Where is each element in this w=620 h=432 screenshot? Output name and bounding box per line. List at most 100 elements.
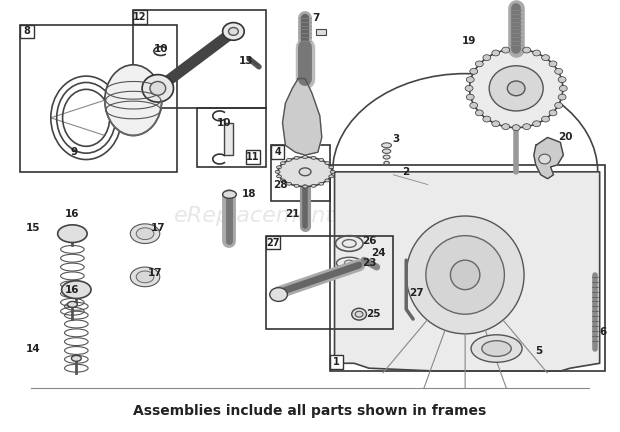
Text: 20: 20 [558,133,572,143]
Ellipse shape [523,124,531,130]
Ellipse shape [142,75,174,102]
Text: 23: 23 [361,258,376,268]
Text: 12: 12 [133,12,147,22]
Ellipse shape [329,175,334,178]
Ellipse shape [489,66,543,111]
Ellipse shape [303,185,308,188]
Ellipse shape [406,216,524,334]
Ellipse shape [502,47,510,53]
Ellipse shape [483,55,490,60]
Bar [266,235,394,329]
Ellipse shape [355,311,363,317]
Ellipse shape [383,155,390,159]
Ellipse shape [229,28,238,35]
Ellipse shape [549,110,557,116]
Bar [133,10,266,108]
Ellipse shape [523,47,531,53]
Ellipse shape [136,228,154,240]
Text: 26: 26 [361,235,376,245]
Ellipse shape [483,116,490,122]
Ellipse shape [71,356,81,361]
Text: 27: 27 [409,288,423,298]
Ellipse shape [502,124,510,130]
Ellipse shape [61,281,91,299]
Ellipse shape [299,168,311,176]
Ellipse shape [294,156,299,159]
Ellipse shape [549,61,557,67]
Ellipse shape [450,260,480,289]
Ellipse shape [136,271,154,283]
Ellipse shape [223,22,244,40]
Ellipse shape [319,159,324,162]
Ellipse shape [542,55,549,60]
Ellipse shape [286,159,291,162]
Polygon shape [283,79,322,155]
Text: 7: 7 [312,13,319,22]
Ellipse shape [303,156,308,159]
Ellipse shape [492,121,500,127]
Ellipse shape [476,61,483,67]
Ellipse shape [223,191,236,198]
Bar [266,235,280,249]
Ellipse shape [311,156,316,159]
Text: 27: 27 [266,238,280,248]
Ellipse shape [382,143,391,148]
Ellipse shape [277,175,281,178]
Ellipse shape [533,50,541,56]
Ellipse shape [426,235,505,314]
Ellipse shape [558,76,566,83]
Text: 9: 9 [71,147,78,157]
Ellipse shape [466,76,474,83]
Text: 13: 13 [239,56,254,66]
Ellipse shape [319,182,324,185]
Bar [133,10,147,24]
Bar [316,29,326,35]
Ellipse shape [130,224,160,244]
Text: 24: 24 [371,248,386,258]
Text: 16: 16 [65,285,79,295]
Ellipse shape [275,170,280,173]
Text: 15: 15 [26,223,40,233]
Ellipse shape [471,335,522,362]
Ellipse shape [539,154,551,164]
Ellipse shape [311,184,316,187]
Bar [330,356,343,369]
Ellipse shape [325,179,330,182]
Polygon shape [534,137,564,179]
Text: 6: 6 [599,327,606,337]
Text: 28: 28 [273,180,288,190]
Text: 3: 3 [393,134,400,144]
Ellipse shape [542,116,549,122]
Ellipse shape [278,157,332,187]
Bar [20,25,177,172]
Ellipse shape [533,121,541,127]
Ellipse shape [294,184,299,187]
Ellipse shape [330,170,335,173]
Ellipse shape [280,162,285,165]
Text: 2: 2 [402,167,410,177]
Ellipse shape [150,82,166,95]
Ellipse shape [384,161,389,165]
Bar [224,123,233,155]
Text: 17: 17 [148,268,162,278]
Ellipse shape [555,102,562,108]
Text: 14: 14 [26,343,40,353]
Bar [271,145,330,201]
Text: 10: 10 [154,44,168,54]
Bar [246,150,260,164]
Text: Assemblies include all parts shown in frames: Assemblies include all parts shown in fr… [133,404,487,418]
Text: 1: 1 [333,357,340,367]
Ellipse shape [58,225,87,242]
Text: eReplacementParts.com: eReplacementParts.com [174,206,446,226]
Bar [20,25,34,38]
Polygon shape [335,172,600,371]
Text: 8: 8 [24,26,30,36]
Ellipse shape [352,308,366,320]
Bar [330,165,604,371]
Text: 5: 5 [535,346,542,356]
Text: 19: 19 [462,36,476,46]
Ellipse shape [270,288,288,302]
Ellipse shape [558,94,566,100]
Ellipse shape [559,86,567,91]
Ellipse shape [512,125,520,130]
